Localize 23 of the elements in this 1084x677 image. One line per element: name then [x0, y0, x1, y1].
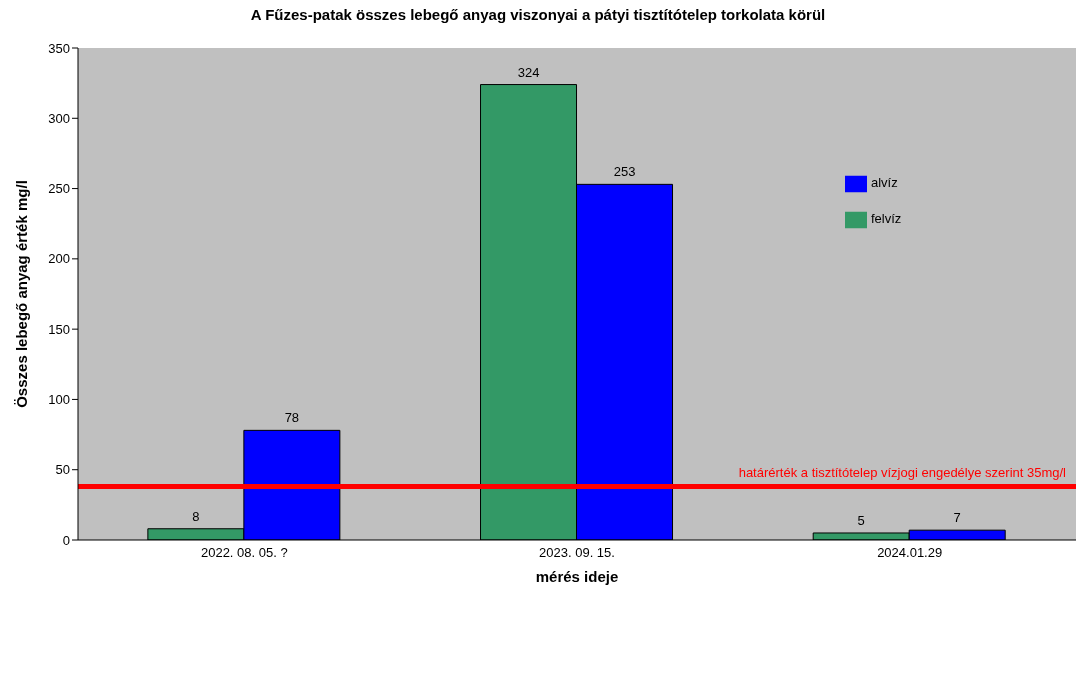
- x-axis-title: mérés ideje: [535, 568, 619, 585]
- y-tick-label: 300: [48, 110, 70, 126]
- legend-label: alvíz: [871, 175, 898, 190]
- x-tick-label: 2023. 09. 15.: [539, 545, 615, 561]
- y-tick-label: 200: [48, 251, 70, 267]
- y-tick-label: 150: [48, 321, 70, 337]
- data-label: 324: [517, 64, 540, 80]
- y-tick-label: 250: [48, 181, 70, 197]
- data-label: 5: [857, 512, 865, 528]
- chart-title: A Fűzes-patak összes lebegő anyag viszonyai a pátyi tisztítótelep torkolata körül: [249, 6, 827, 23]
- x-tick-label: 2022. 08. 05. ?: [200, 545, 288, 561]
- legend-label: felvíz: [871, 211, 902, 226]
- data-label: 253: [613, 164, 636, 180]
- y-tick-label: 50: [55, 462, 70, 478]
- data-label: 7: [953, 510, 961, 526]
- y-tick-label: 350: [48, 40, 70, 56]
- y-tick-label: 0: [62, 532, 70, 548]
- data-label: 78: [284, 410, 300, 426]
- y-axis-title: Összes lebegő anyag érték mg/l: [13, 180, 31, 408]
- ref-line-label: határérték a tisztítótelep vízjogi engedélye szerint 35mg/l: [738, 464, 1067, 480]
- x-tick-label: 2024.01.29: [877, 545, 943, 561]
- y-tick-label: 100: [48, 392, 70, 408]
- data-label: 8: [192, 508, 200, 524]
